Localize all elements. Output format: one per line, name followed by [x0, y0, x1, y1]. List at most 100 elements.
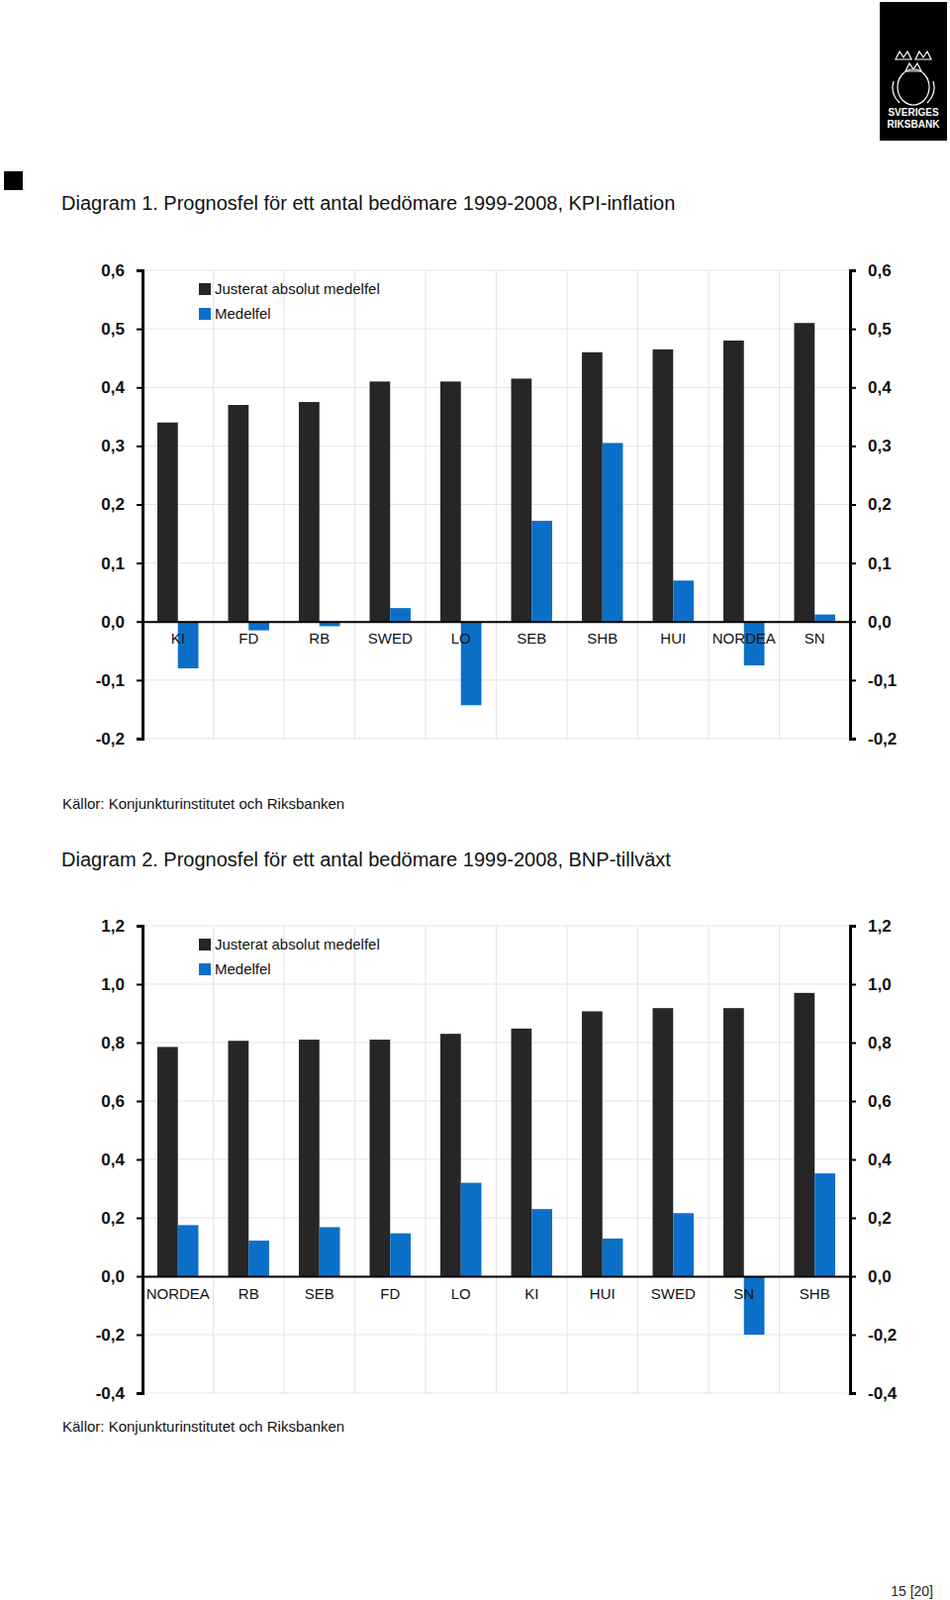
logo-crest — [892, 51, 935, 105]
bar — [298, 1039, 320, 1276]
tick: NORDEA — [146, 1275, 210, 1302]
tick-mark — [850, 738, 856, 741]
tick-label: 1,0 — [100, 974, 125, 994]
legend-label: Medelfel — [214, 959, 272, 977]
category-label: KI — [524, 1284, 539, 1302]
tick-label: 0,6 — [867, 1091, 892, 1111]
grid — [142, 925, 851, 1393]
bar — [178, 1224, 199, 1276]
bar — [511, 1028, 533, 1276]
tick: 0,1 — [100, 554, 143, 573]
legend-label: Justerat absolut medelfel — [214, 280, 380, 297]
grid-line-vertical — [425, 925, 427, 1393]
source-note: Källor: Konjunkturinstitutet och Riksban… — [62, 1417, 345, 1434]
tick: 0,8 — [100, 1033, 143, 1052]
tick-label: -0,2 — [867, 1325, 897, 1344]
category-label: RB — [308, 629, 330, 647]
tick-label: 0,1 — [100, 554, 125, 573]
tick-label: -0,2 — [867, 729, 897, 749]
grid-line-vertical — [354, 925, 356, 1393]
bar — [653, 1007, 674, 1276]
logo: SVERIGESRIKSBANK — [879, 1, 948, 141]
bar — [814, 614, 836, 622]
tick-mark — [850, 1042, 856, 1045]
tick-mark — [850, 386, 856, 389]
tick-label: 0,2 — [100, 1208, 125, 1228]
bar — [814, 1172, 836, 1276]
tick-label: 0,8 — [867, 1033, 892, 1052]
legend-swatch — [198, 962, 211, 975]
category-label: HUI — [660, 629, 686, 647]
tick-mark — [850, 1158, 856, 1161]
grid-line-vertical — [778, 270, 780, 739]
tick-mark — [136, 386, 143, 389]
bar — [157, 422, 179, 622]
x-axis: NORDEARBSEBFDLOKIHUISWEDSNSHB — [143, 1275, 852, 1302]
bar — [672, 1212, 694, 1276]
y-axis: -0,4-0,20,00,20,40,60,81,01,2 — [95, 916, 144, 1403]
tick: 1,0 — [850, 974, 892, 994]
legend-swatch — [198, 307, 211, 320]
bar — [389, 1233, 411, 1276]
category-label: SWED — [651, 1284, 696, 1302]
category-label: SWED — [368, 629, 413, 647]
crest-shape — [897, 69, 930, 105]
chart: Diagram 2. Prognosfel för ett antal bedö… — [61, 848, 898, 1434]
zero-line — [143, 620, 852, 623]
tick: -0,4 — [95, 1383, 143, 1403]
tick: -0,2 — [95, 729, 143, 749]
category-label: NORDEA — [146, 1284, 210, 1302]
bar — [531, 1208, 553, 1276]
tick: NORDEA — [712, 621, 776, 648]
legend: Justerat absolut medelfelMedelfel — [198, 935, 380, 977]
tick: HUI — [660, 621, 686, 648]
legend: Justerat absolut medelfel Medelfel — [198, 280, 380, 322]
tick-label: 0,8 — [100, 1033, 125, 1052]
tick-label: 0,0 — [100, 1266, 125, 1286]
bar — [298, 401, 320, 622]
category-label: HUI — [589, 1284, 616, 1302]
tick: 0,8 — [850, 1033, 892, 1052]
tick-mark — [850, 925, 856, 928]
tick-mark — [136, 1275, 143, 1278]
tick-mark — [850, 503, 856, 506]
tick: -0,2 — [850, 1325, 897, 1344]
tick-mark — [136, 925, 143, 928]
tick: 0,6 — [850, 1091, 892, 1111]
tick-mark — [136, 1392, 143, 1395]
tick: 1,2 — [850, 916, 892, 936]
y2-axis: -0,4-0,20,00,20,40,60,81,01,2 — [850, 916, 898, 1403]
chart-title: Diagram 2. Prognosfel för ett antal bedö… — [61, 848, 671, 870]
bar — [794, 992, 816, 1276]
tick-mark — [850, 1392, 856, 1395]
tick-mark — [136, 1100, 143, 1103]
tick-label: -0,2 — [95, 1325, 125, 1344]
tick-mark — [136, 1333, 143, 1336]
tick-mark — [850, 562, 856, 565]
category-label: SN — [733, 1284, 755, 1302]
tick: 0,6 — [850, 261, 892, 281]
tick: 0,0 — [100, 1266, 143, 1286]
tick-label: 0,0 — [867, 1266, 892, 1286]
legend-label: Medelfel — [214, 304, 272, 322]
grid-line-vertical — [284, 925, 285, 1393]
tick-mark — [136, 503, 143, 506]
tick: SEB — [516, 621, 547, 648]
tick-label: 0,4 — [867, 1149, 892, 1169]
tick-label: 0,2 — [867, 494, 892, 514]
tick-label: 0,3 — [100, 436, 125, 456]
grid-line — [142, 1275, 851, 1277]
bar — [581, 352, 603, 622]
tick: 1,2 — [100, 916, 143, 936]
axis-line — [851, 271, 857, 740]
tick: 0,4 — [850, 1149, 892, 1169]
tick-mark — [850, 1275, 856, 1278]
tick: SHB — [586, 621, 618, 648]
tick: 0,4 — [100, 1149, 143, 1169]
tick: -0,2 — [95, 1325, 143, 1344]
tick: 0,2 — [100, 494, 143, 514]
bar — [228, 404, 250, 622]
tick-label: -0,1 — [867, 670, 897, 690]
source-note: Källor: Konjunkturinstitutet och Riksban… — [62, 794, 345, 812]
category-label: FD — [380, 1284, 400, 1302]
